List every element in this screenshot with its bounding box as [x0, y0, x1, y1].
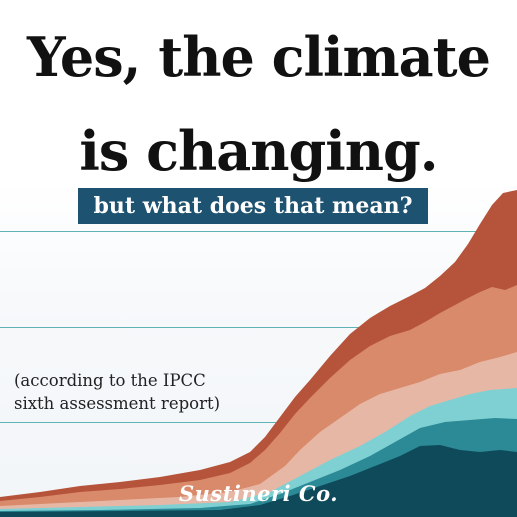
area-layer-base: [0, 445, 517, 517]
source-note-line-2: sixth assessment report): [14, 394, 221, 413]
headline-line-2: is changing.: [79, 119, 438, 183]
grid-line-1: [0, 231, 517, 232]
headline-line-1: Yes, the climate: [27, 25, 491, 89]
grid-line-2: [0, 327, 517, 328]
source-note-line-1: (according to the IPCC: [14, 371, 206, 390]
subtitle-banner: but what does that mean?: [78, 188, 428, 224]
grid-line-3: [0, 422, 517, 423]
brand-logo-text: Sustineri Co.: [178, 481, 339, 506]
